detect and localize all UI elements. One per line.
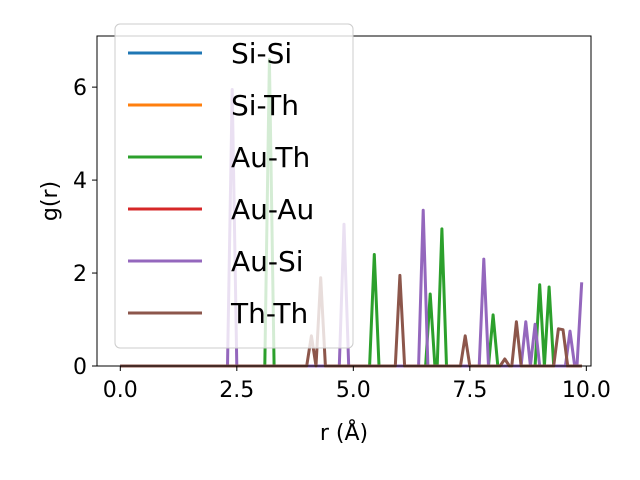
legend-label: Si-Si: [231, 37, 292, 70]
x-tick-label: 10.0: [562, 378, 611, 403]
legend-label: Au-Si: [231, 245, 304, 278]
legend-label: Au-Au: [231, 193, 314, 226]
x-tick-label: 7.5: [452, 378, 487, 403]
legend-label: Si-Th: [231, 89, 299, 122]
y-tick-label: 6: [73, 76, 87, 101]
x-axis-label: r (Å): [320, 419, 368, 446]
legend: Si-Si Si-Th Au-Th Au-Au Au-Si Th-Th: [114, 23, 354, 349]
x-tick-label: 0.0: [103, 378, 138, 403]
y-tick-label: 0: [73, 355, 87, 380]
y-tick-label: 4: [73, 169, 87, 194]
legend-label: Th-Th: [230, 297, 308, 330]
y-axis: 0 2 4 6: [73, 76, 97, 380]
legend-label: Au-Th: [231, 141, 310, 174]
y-axis-label: g(r): [38, 181, 63, 221]
x-tick-label: 2.5: [219, 378, 254, 403]
y-tick-label: 2: [73, 262, 87, 287]
x-axis: 0.0 2.5 5.0 7.5 10.0: [103, 366, 611, 403]
x-tick-label: 5.0: [336, 378, 371, 403]
